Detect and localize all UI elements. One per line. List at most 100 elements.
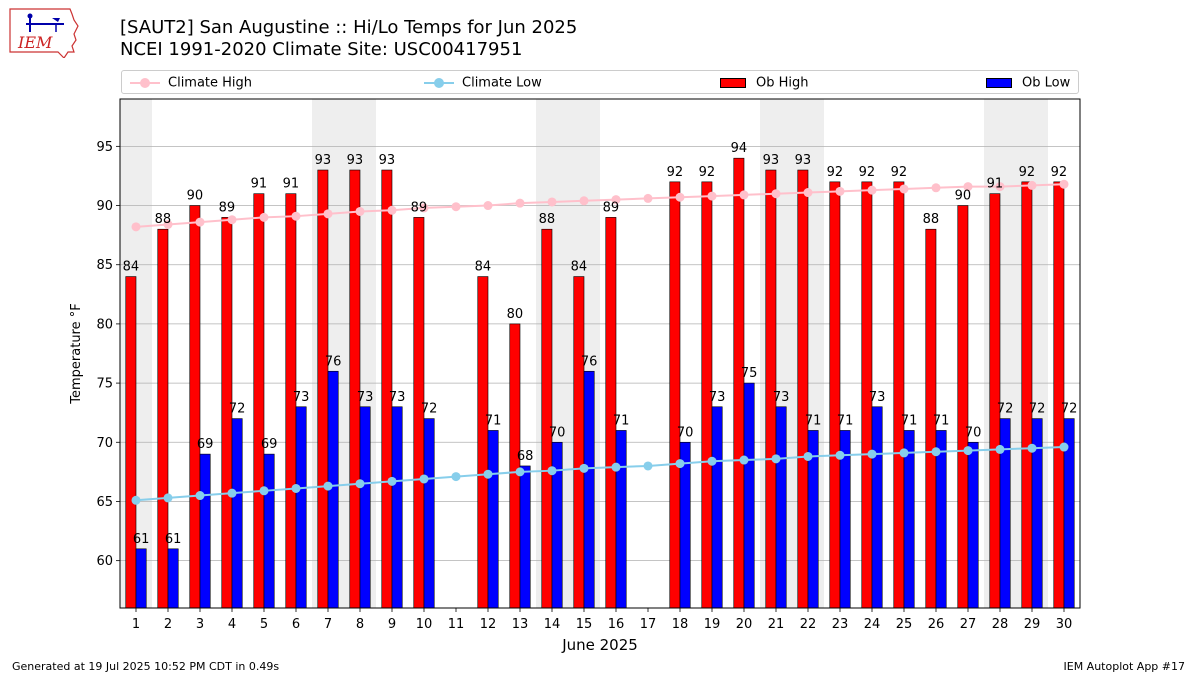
ob-low-bar	[583, 370, 595, 609]
ob-high-data-label: 92	[859, 165, 876, 180]
ob-high-bar	[893, 181, 905, 609]
x-tick-label: 9	[388, 617, 396, 632]
climate-low-line	[135, 446, 1065, 502]
ob-low-data-label: 73	[357, 390, 374, 405]
ob-low-bar	[711, 406, 723, 609]
climate-low-point	[707, 456, 717, 466]
ob-low-bar	[743, 382, 755, 609]
climate-high-point	[291, 211, 301, 221]
ob-low-data-label: 73	[293, 390, 310, 405]
climate-high-point	[771, 189, 781, 199]
climate-high-point	[643, 193, 653, 203]
ob-low-data-label: 61	[133, 532, 150, 547]
ob-high-bar	[509, 323, 521, 609]
y-tick-label: 60	[96, 554, 113, 569]
climate-low-point	[899, 448, 909, 458]
climate-low-point	[355, 479, 365, 489]
climate-low-point	[547, 466, 557, 476]
ob-high-data-label: 84	[123, 260, 140, 275]
ob-high-bar	[477, 276, 489, 609]
ob-low-data-label: 73	[389, 390, 406, 405]
ob-high-data-label: 93	[379, 153, 396, 168]
ob-high-data-label: 91	[283, 177, 300, 192]
ob-low-bar	[615, 430, 627, 609]
ob-high-bar	[253, 193, 265, 609]
ob-high-data-label: 84	[571, 260, 588, 275]
climate-low-point	[995, 444, 1005, 454]
y-tick-label: 80	[96, 317, 113, 332]
ob-high-bar	[317, 169, 329, 609]
climate-low-point	[675, 459, 685, 469]
ob-low-data-label: 76	[325, 354, 342, 369]
climate-high-point	[579, 196, 589, 206]
ob-high-data-label: 91	[251, 177, 268, 192]
climate-high-point	[611, 195, 621, 205]
ob-high-data-label: 80	[507, 307, 524, 322]
y-tick-label: 70	[96, 436, 113, 451]
legend-item-ob-low: Ob Low	[984, 74, 1070, 92]
ob-low-bar	[391, 406, 403, 609]
x-axis-label: June 2025	[561, 636, 638, 654]
ob-low-data-label: 72	[997, 402, 1014, 417]
x-tick-label: 18	[672, 617, 689, 632]
iem-state-map-icon: IEM	[9, 8, 79, 59]
ob-high-data-label: 91	[987, 177, 1004, 192]
climate-low-point	[771, 454, 781, 464]
ob-high-data-label: 88	[923, 212, 940, 227]
climate-low-point	[643, 461, 653, 471]
legend-item-climate-high: Climate High	[130, 74, 252, 92]
ob-high-bar	[189, 205, 201, 609]
ob-high-bar	[1021, 181, 1033, 609]
ob-low-bar	[775, 406, 787, 609]
x-tick-label: 23	[832, 617, 849, 632]
x-tick-label: 24	[864, 617, 881, 632]
ob-low-data-label: 69	[197, 437, 214, 452]
x-tick-label: 3	[196, 617, 204, 632]
climate-low-point	[195, 491, 205, 501]
ob-low-data-label: 75	[741, 366, 758, 381]
x-tick-label: 19	[704, 617, 721, 632]
ob-high-data-label: 92	[1019, 165, 1036, 180]
ob-low-data-label: 71	[933, 413, 950, 428]
ob-high-bar	[541, 228, 553, 609]
ob-high-data-label: 88	[155, 212, 172, 227]
ob-low-data-label: 70	[677, 425, 694, 440]
x-tick-label: 8	[356, 617, 364, 632]
climate-high-point	[963, 182, 973, 192]
legend-label-ob-low: Ob Low	[1022, 75, 1071, 91]
y-axis-label: Temperature °F	[69, 303, 84, 404]
climate-high-point	[1027, 180, 1037, 190]
x-tick-label: 13	[512, 617, 529, 632]
ob-low-bar	[263, 453, 275, 609]
legend-label-ob-high: Ob High	[756, 75, 809, 91]
footer-generated: Generated at 19 Jul 2025 10:52 PM CDT in…	[12, 660, 280, 673]
ob-low-bar	[135, 548, 147, 609]
x-tick-label: 22	[800, 617, 817, 632]
ob-high-data-label: 93	[763, 153, 780, 168]
ob-low-bar	[935, 430, 947, 609]
ob-high-bar	[829, 181, 841, 609]
ob-high-bar	[957, 205, 969, 609]
climate-high-point	[995, 182, 1005, 192]
ob-high-data-label: 89	[603, 200, 620, 215]
x-tick-label: 6	[292, 617, 300, 632]
climate-high-point	[163, 219, 173, 229]
ob-low-bar	[423, 418, 435, 609]
y-tick-label: 85	[96, 258, 113, 273]
logo-text: IEM	[17, 33, 53, 52]
ob-high-data-label: 92	[1051, 165, 1068, 180]
ob-low-data-label: 70	[549, 425, 566, 440]
climate-low-point	[291, 483, 301, 493]
x-tick-label: 25	[896, 617, 913, 632]
iem-logo: IEM	[8, 6, 82, 59]
climate-high-point	[323, 209, 333, 219]
climate-low-point	[515, 467, 525, 477]
climate-low-point	[931, 447, 941, 457]
ob-high-data-label: 89	[219, 200, 236, 215]
plot-frame	[119, 98, 1081, 609]
ob-low-data-label: 72	[1061, 402, 1078, 417]
footer-app: IEM Autoplot App #17	[1063, 660, 1186, 673]
y-tick-label: 65	[96, 495, 113, 510]
chart-legend: Climate High Climate Low Ob High Ob Low	[121, 70, 1079, 94]
ob-high-data-label: 93	[347, 153, 364, 168]
